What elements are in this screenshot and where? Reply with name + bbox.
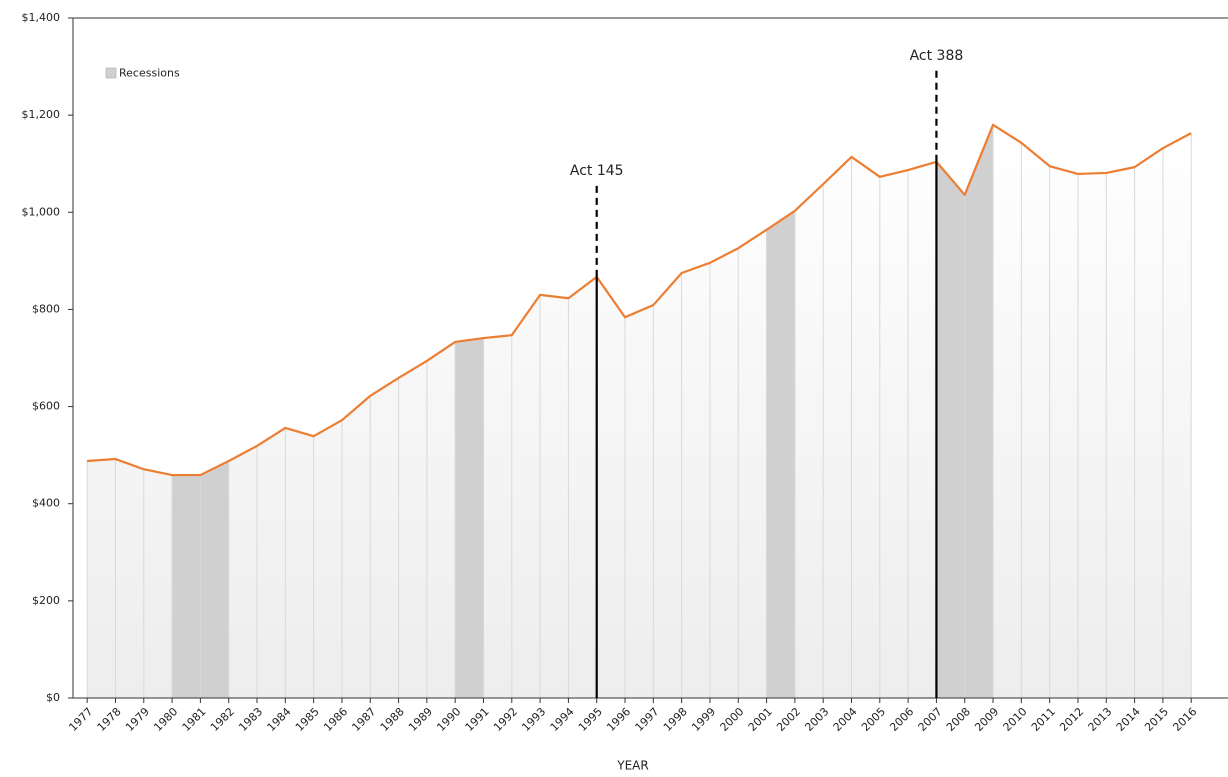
x-tick-label: 1983 [236, 705, 265, 734]
legend-swatch [105, 67, 117, 79]
x-tick-label: 1982 [208, 705, 237, 734]
x-tick-label: 1979 [123, 705, 152, 734]
x-tick-label: 1978 [95, 705, 124, 734]
x-tick-label: 1996 [604, 705, 633, 734]
data-line [87, 123, 1192, 477]
y-tick-label: $1,000 [22, 205, 61, 218]
annotation-label: Act 145 [570, 163, 624, 179]
x-tick-label: 2015 [1142, 705, 1171, 734]
legend-label: Recessions [119, 67, 180, 80]
x-tick-label: 1986 [321, 705, 350, 734]
x-tick-label: 2002 [774, 705, 803, 734]
x-tick-label: 2006 [887, 705, 916, 734]
x-tick-label: 2009 [972, 705, 1001, 734]
x-tick-label: 1981 [180, 705, 209, 734]
x-tick-label: 2001 [746, 705, 775, 734]
x-tick-label: 2004 [831, 705, 860, 734]
x-tick-label: 1988 [378, 705, 407, 734]
y-tick-label: $400 [32, 497, 60, 510]
x-tick-label: 2005 [859, 705, 888, 734]
x-tick-label: 1995 [576, 705, 605, 734]
y-tick-label: $600 [32, 400, 60, 413]
x-tick-label: 2010 [1001, 705, 1030, 734]
x-tick-label: 1984 [265, 705, 294, 734]
x-tick-label: 2014 [1114, 705, 1143, 734]
x-tick-label: 2003 [802, 705, 831, 734]
recession-band [766, 210, 796, 699]
x-tick-label: 1989 [406, 705, 435, 734]
x-tick-label: 1977 [66, 705, 95, 734]
y-tick-label: $1,200 [22, 108, 61, 121]
x-tick-label: 1991 [463, 705, 492, 734]
x-tick-label: 2000 [718, 705, 747, 734]
y-tick-label: $800 [32, 302, 60, 315]
x-tick-label: 1998 [661, 705, 690, 734]
x-tick-label: 2011 [1029, 705, 1058, 734]
x-tick-label: 1985 [293, 705, 322, 734]
y-tick-label: $200 [32, 594, 60, 607]
x-tick-label: 1999 [689, 705, 718, 734]
area [87, 124, 1192, 699]
annotation-label: Act 388 [910, 48, 964, 64]
x-tick-label: 2013 [1086, 705, 1115, 734]
y-tick-label: $1,400 [22, 11, 61, 24]
x-tick-label: 1993 [519, 705, 548, 734]
x-tick-label: 1992 [491, 705, 520, 734]
x-tick-label: 2007 [916, 705, 945, 734]
x-tick-label: 1990 [434, 705, 463, 734]
recession-band [454, 337, 484, 699]
x-tick-label: 1997 [633, 705, 662, 734]
x-tick-label: 1994 [548, 705, 577, 734]
x-tick-label: 2016 [1170, 705, 1199, 734]
x-tick-label: 2008 [944, 705, 973, 734]
x-tick-label: 1980 [151, 705, 180, 734]
x-tick-label: 2012 [1057, 705, 1086, 734]
y-tick-label: $0 [46, 691, 60, 704]
x-axis-label: YEAR [616, 759, 648, 773]
x-tick-label: 1987 [349, 705, 378, 734]
